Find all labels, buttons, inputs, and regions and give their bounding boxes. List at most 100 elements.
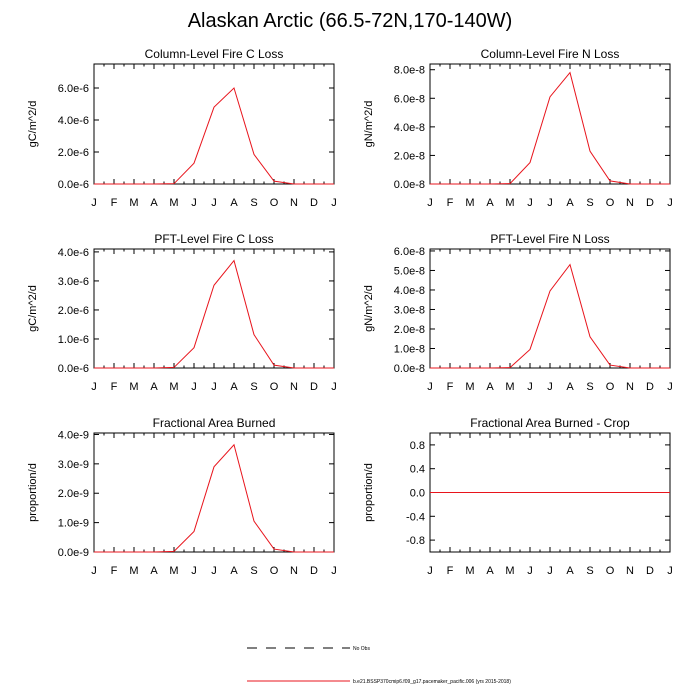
y-tick-label: 6.0e-8 (394, 93, 425, 105)
legend: No Obs b.e21.BSSP370cmip6.f09_g17.pacema… (247, 646, 511, 685)
chart-title: PFT-Level Fire C Loss (154, 232, 273, 246)
x-tick-label: F (447, 197, 454, 209)
y-tick-label: -0.8 (406, 535, 425, 547)
x-tick-label: J (191, 565, 197, 577)
series-line (94, 443, 334, 553)
x-tick-label: N (290, 197, 298, 209)
series-line (430, 71, 670, 185)
plot-frame (429, 248, 671, 369)
y-tick-label: 0.0e-9 (58, 547, 89, 559)
x-tick-label: J (547, 565, 553, 577)
y-tick-label: 2.0e-9 (58, 488, 89, 500)
x-tick-label: D (646, 197, 654, 209)
x-tick-label: J (427, 565, 433, 577)
x-tick-label: O (606, 197, 615, 209)
x-tick-label: A (486, 197, 494, 209)
x-tick-label: M (169, 565, 178, 577)
x-tick-label: A (566, 381, 574, 393)
x-tick-label: M (465, 381, 474, 393)
x-tick-label: A (486, 565, 494, 577)
y-tick-label: 6.0e-8 (394, 246, 425, 258)
x-tick-label: N (626, 565, 634, 577)
x-tick-label: S (250, 197, 257, 209)
x-tick-label: A (230, 381, 238, 393)
series-line (94, 87, 334, 185)
y-tick-label: 1.0e-9 (58, 518, 89, 530)
x-tick-label: S (250, 381, 257, 393)
y-axis-label: gN/m^2/d (363, 285, 375, 332)
x-tick-label: A (150, 565, 158, 577)
chart-title: Column-Level Fire N Loss (481, 47, 620, 61)
x-tick-label: M (505, 565, 514, 577)
x-tick-label: A (486, 381, 494, 393)
x-tick-label: J (211, 197, 217, 209)
x-tick-label: J (667, 381, 673, 393)
x-tick-label: J (527, 565, 533, 577)
chart-title: Fractional Area Burned - Crop (470, 416, 630, 430)
x-tick-label: M (169, 381, 178, 393)
series-line (94, 259, 334, 369)
plot-frame (93, 63, 335, 185)
x-tick-label: M (129, 381, 138, 393)
x-tick-label: N (626, 197, 634, 209)
x-tick-label: F (111, 381, 118, 393)
y-tick-label: 4.0e-8 (394, 285, 425, 297)
x-tick-label: A (230, 565, 238, 577)
x-tick-label: D (646, 565, 654, 577)
y-tick-label: 0.0e-8 (394, 363, 425, 375)
legend-series-label: b.e21.BSSP370cmip6.f09_g17.pacemaker_pac… (353, 679, 511, 685)
y-tick-label: 3.0e-6 (58, 276, 89, 288)
y-tick-label: 1.0e-6 (58, 334, 89, 346)
x-tick-label: F (111, 565, 118, 577)
y-axis-label: gN/m^2/d (363, 101, 375, 148)
y-axis-label: proportion/d (27, 463, 39, 522)
x-tick-label: A (150, 381, 158, 393)
x-tick-label: M (169, 197, 178, 209)
x-tick-label: S (250, 565, 257, 577)
x-tick-label: A (566, 565, 574, 577)
y-tick-label: 0.0e-6 (58, 179, 89, 191)
x-tick-label: J (211, 565, 217, 577)
x-tick-label: J (547, 197, 553, 209)
y-tick-label: 4.0e-6 (58, 115, 89, 127)
y-tick-label: 6.0e-6 (58, 83, 89, 95)
y-tick-label: 3.0e-9 (58, 459, 89, 471)
y-tick-label: 8.0e-8 (394, 65, 425, 77)
x-tick-label: J (91, 565, 97, 577)
y-tick-label: 4.0e-8 (394, 122, 425, 134)
plot-frame (93, 432, 335, 553)
y-tick-label: 2.0e-8 (394, 324, 425, 336)
x-tick-label: J (331, 197, 337, 209)
x-tick-label: D (310, 565, 318, 577)
x-tick-label: M (129, 565, 138, 577)
chart-title: Fractional Area Burned (153, 416, 276, 430)
x-tick-label: O (270, 565, 279, 577)
y-tick-label: 2.0e-6 (58, 147, 89, 159)
x-tick-label: S (586, 565, 593, 577)
x-tick-label: A (566, 197, 574, 209)
y-tick-label: 5.0e-8 (394, 265, 425, 277)
x-tick-label: F (447, 565, 454, 577)
x-tick-label: J (91, 197, 97, 209)
x-tick-label: A (150, 197, 158, 209)
x-tick-label: M (505, 197, 514, 209)
y-tick-label: 2.0e-8 (394, 150, 425, 162)
x-tick-label: N (290, 565, 298, 577)
x-tick-label: N (626, 381, 634, 393)
x-tick-label: F (447, 381, 454, 393)
x-tick-label: S (586, 197, 593, 209)
x-tick-label: S (586, 381, 593, 393)
x-tick-label: M (129, 197, 138, 209)
x-tick-label: J (211, 381, 217, 393)
y-tick-label: 3.0e-8 (394, 304, 425, 316)
y-tick-label: 0.4 (410, 464, 425, 476)
x-tick-label: N (290, 381, 298, 393)
y-tick-label: 4.0e-9 (58, 429, 89, 441)
page-title: Alaskan Arctic (66.5-72N,170-140W) (187, 10, 513, 32)
x-tick-label: J (667, 197, 673, 209)
y-axis-label: proportion/d (363, 463, 375, 522)
